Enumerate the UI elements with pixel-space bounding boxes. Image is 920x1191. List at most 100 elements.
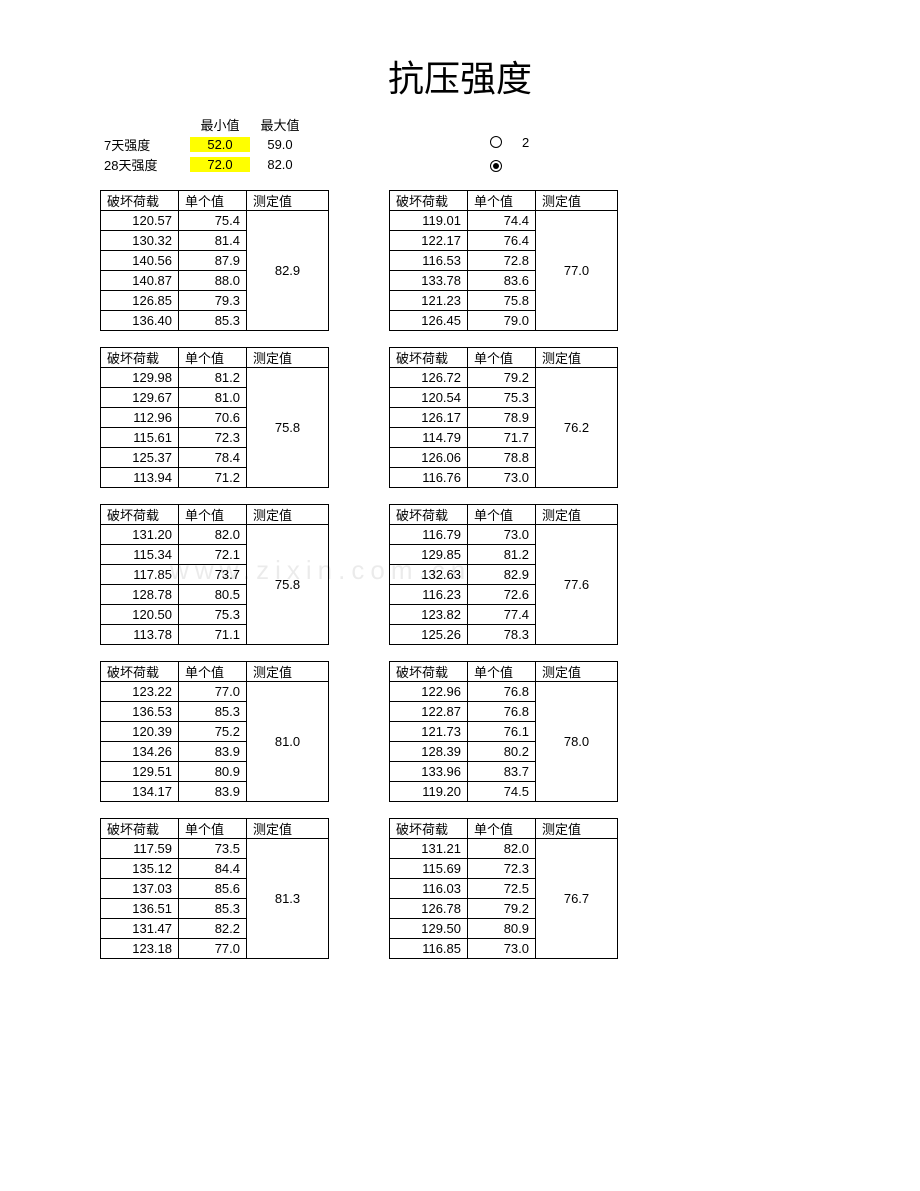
load-cell: 123.82 xyxy=(390,605,468,625)
row2-min: 72.0 xyxy=(190,157,250,172)
measure-cell: 81.0 xyxy=(247,682,329,802)
single-cell: 83.6 xyxy=(468,271,536,291)
col-single-header: 单个值 xyxy=(179,819,247,839)
load-cell: 129.51 xyxy=(101,762,179,782)
load-cell: 126.17 xyxy=(390,408,468,428)
single-cell: 70.6 xyxy=(179,408,247,428)
col-load-header: 破坏荷载 xyxy=(390,191,468,211)
row1-max: 59.0 xyxy=(250,137,310,152)
single-cell: 72.8 xyxy=(468,251,536,271)
single-cell: 76.8 xyxy=(468,682,536,702)
single-cell: 82.0 xyxy=(468,839,536,859)
table-row: 122.9676.878.0 xyxy=(390,682,618,702)
single-cell: 73.0 xyxy=(468,939,536,959)
load-cell: 122.17 xyxy=(390,231,468,251)
single-cell: 72.5 xyxy=(468,879,536,899)
single-cell: 72.3 xyxy=(179,428,247,448)
load-cell: 117.59 xyxy=(101,839,179,859)
load-cell: 136.53 xyxy=(101,702,179,722)
load-cell: 133.78 xyxy=(390,271,468,291)
single-cell: 73.0 xyxy=(468,468,536,488)
load-cell: 137.03 xyxy=(101,879,179,899)
col-load-header: 破坏荷载 xyxy=(390,662,468,682)
single-cell: 81.0 xyxy=(179,388,247,408)
col-single-header: 单个值 xyxy=(468,662,536,682)
single-cell: 85.6 xyxy=(179,879,247,899)
single-cell: 78.8 xyxy=(468,448,536,468)
col-measure-header: 测定值 xyxy=(536,505,618,525)
col-measure-header: 测定值 xyxy=(536,191,618,211)
measure-cell: 81.3 xyxy=(247,839,329,959)
row1-min: 52.0 xyxy=(190,137,250,152)
table-row: 126.7279.276.2 xyxy=(390,368,618,388)
load-cell: 125.26 xyxy=(390,625,468,645)
data-block: 破坏荷载单个值测定值120.5775.482.9130.3281.4140.56… xyxy=(100,190,329,331)
single-cell: 71.1 xyxy=(179,625,247,645)
single-cell: 85.3 xyxy=(179,702,247,722)
radio-option-2[interactable] xyxy=(490,160,502,172)
col-load-header: 破坏荷载 xyxy=(101,191,179,211)
col-measure-header: 测定值 xyxy=(536,819,618,839)
load-cell: 121.23 xyxy=(390,291,468,311)
load-cell: 126.45 xyxy=(390,311,468,331)
col-single-header: 单个值 xyxy=(468,819,536,839)
measure-cell: 75.8 xyxy=(247,525,329,645)
load-cell: 134.26 xyxy=(101,742,179,762)
single-cell: 76.4 xyxy=(468,231,536,251)
single-cell: 80.5 xyxy=(179,585,247,605)
block-row: 破坏荷载单个值测定值120.5775.482.9130.3281.4140.56… xyxy=(100,190,820,331)
header-left: 最小值 最大值 7天强度 52.0 59.0 28天强度 72.0 82.0 xyxy=(100,114,310,176)
table-row: 131.2182.076.7 xyxy=(390,839,618,859)
col-load-header: 破坏荷载 xyxy=(390,819,468,839)
col-min-header: 最小值 xyxy=(190,115,250,134)
load-cell: 132.63 xyxy=(390,565,468,585)
col-single-header: 单个值 xyxy=(468,348,536,368)
single-cell: 87.9 xyxy=(179,251,247,271)
col-measure-header: 测定值 xyxy=(536,662,618,682)
single-cell: 72.3 xyxy=(468,859,536,879)
col-load-header: 破坏荷载 xyxy=(101,348,179,368)
load-cell: 125.37 xyxy=(101,448,179,468)
single-cell: 75.4 xyxy=(179,211,247,231)
load-cell: 117.85 xyxy=(101,565,179,585)
single-cell: 82.2 xyxy=(179,919,247,939)
header-right: 2 xyxy=(490,114,529,176)
load-cell: 116.53 xyxy=(390,251,468,271)
load-cell: 116.85 xyxy=(390,939,468,959)
col-load-header: 破坏荷载 xyxy=(390,348,468,368)
col-measure-header: 测定值 xyxy=(247,505,329,525)
col-load-header: 破坏荷载 xyxy=(101,662,179,682)
radio-option-1[interactable] xyxy=(490,136,502,148)
load-cell: 140.56 xyxy=(101,251,179,271)
measure-cell: 78.0 xyxy=(536,682,618,802)
col-single-header: 单个值 xyxy=(468,505,536,525)
row2-label: 28天强度 xyxy=(100,155,190,174)
single-cell: 83.9 xyxy=(179,782,247,802)
single-cell: 78.9 xyxy=(468,408,536,428)
single-cell: 78.3 xyxy=(468,625,536,645)
load-cell: 114.79 xyxy=(390,428,468,448)
load-cell: 129.85 xyxy=(390,545,468,565)
single-cell: 80.9 xyxy=(179,762,247,782)
load-cell: 135.12 xyxy=(101,859,179,879)
load-cell: 116.23 xyxy=(390,585,468,605)
block-row: 破坏荷载单个值测定值117.5973.581.3135.1284.4137.03… xyxy=(100,818,820,959)
radio-1-label: 2 xyxy=(522,135,529,150)
single-cell: 88.0 xyxy=(179,271,247,291)
load-cell: 120.39 xyxy=(101,722,179,742)
single-cell: 73.0 xyxy=(468,525,536,545)
single-cell: 78.4 xyxy=(179,448,247,468)
data-block: 破坏荷载单个值测定值119.0174.477.0122.1776.4116.53… xyxy=(389,190,618,331)
measure-cell: 77.0 xyxy=(536,211,618,331)
load-cell: 131.21 xyxy=(390,839,468,859)
load-cell: 112.96 xyxy=(101,408,179,428)
block-row: 破坏荷载单个值测定值131.2082.075.8115.3472.1117.85… xyxy=(100,504,820,645)
load-cell: 123.22 xyxy=(101,682,179,702)
single-cell: 79.0 xyxy=(468,311,536,331)
data-block: 破坏荷载单个值测定值129.9881.275.8129.6781.0112.96… xyxy=(100,347,329,488)
single-cell: 75.2 xyxy=(179,722,247,742)
load-cell: 116.03 xyxy=(390,879,468,899)
single-cell: 76.1 xyxy=(468,722,536,742)
load-cell: 131.20 xyxy=(101,525,179,545)
measure-cell: 82.9 xyxy=(247,211,329,331)
